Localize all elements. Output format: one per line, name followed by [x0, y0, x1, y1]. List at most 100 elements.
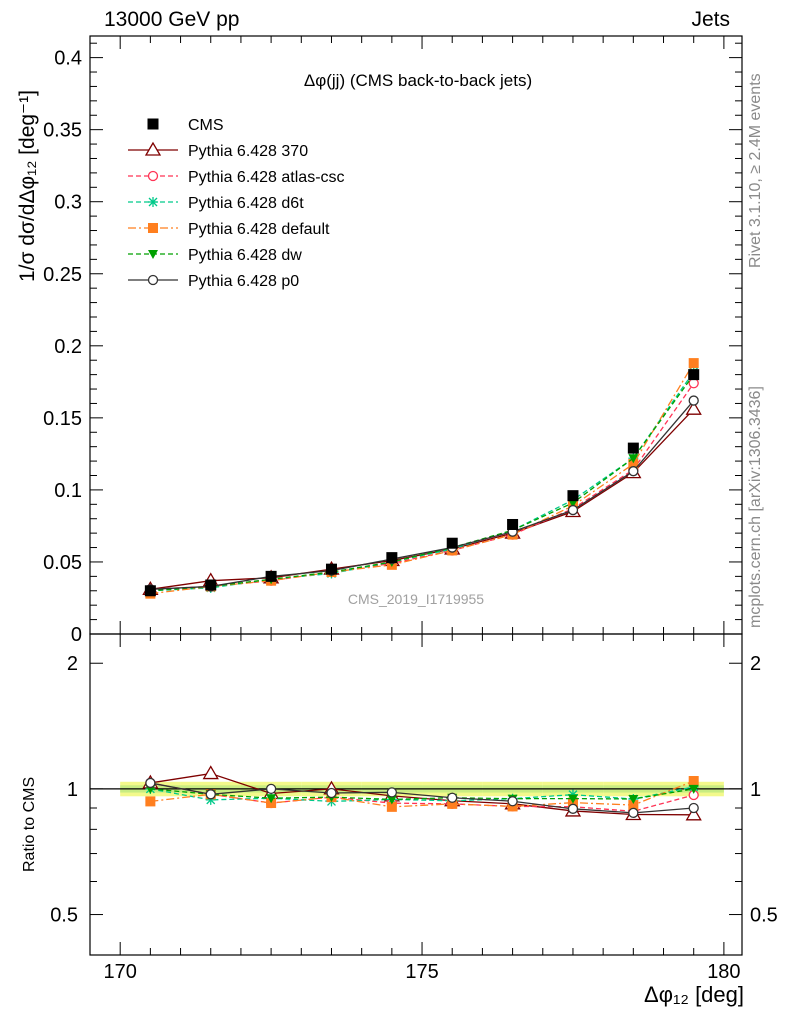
series-point	[688, 358, 699, 369]
legend-marker	[144, 141, 162, 156]
ratio-ylabel: Ratio to CMS	[21, 776, 38, 872]
ratio-point	[205, 789, 216, 800]
ratio-y-ticks	[90, 662, 742, 956]
ratio-point	[265, 783, 277, 795]
y-tick-label: 0.4	[54, 48, 82, 70]
category-label: Jets	[691, 8, 730, 31]
ratio-point	[628, 800, 639, 811]
series-point	[688, 395, 699, 406]
analysis-watermark: CMS_2019_I1719955	[348, 591, 484, 607]
ratio-point	[688, 776, 699, 787]
legend-marker	[148, 250, 158, 259]
legend-marker	[148, 223, 158, 233]
legend-label: CMS	[188, 117, 224, 134]
ratio-point	[326, 787, 337, 799]
legend-label: Pythia 6.428 default	[188, 221, 330, 238]
rivet-version-label: Rivet 3.1.10, ≥ 2.4M events	[747, 73, 764, 268]
ratio-point	[386, 795, 397, 805]
data-point	[386, 552, 398, 564]
data-point	[567, 490, 579, 502]
x-tick-label: 170	[103, 961, 136, 983]
series-6	[145, 395, 699, 595]
y-tick-label: 0.25	[43, 264, 82, 286]
ratio-point	[628, 807, 639, 819]
ratio-y-tick-label: 0.5	[50, 905, 78, 927]
ratio-line	[150, 782, 694, 814]
ratio-point	[688, 784, 699, 794]
legend-marker	[147, 274, 159, 286]
series-line	[150, 362, 695, 595]
legend: CMS Pythia 6.428 370 Pythia 6.428 atlas-cs…	[128, 117, 345, 290]
ratio-point	[447, 792, 458, 803]
energy-label: 13000 GeV pp	[104, 8, 240, 31]
ratio-point	[202, 765, 219, 780]
ratio-point	[685, 806, 702, 821]
ratio-point	[386, 801, 397, 812]
legend-label: Pythia 6.428 p0	[188, 273, 299, 290]
y-ticks	[90, 42, 742, 635]
data-point	[325, 563, 337, 575]
ratio-point	[688, 802, 699, 814]
ratio-point	[266, 794, 277, 804]
ratio-point	[145, 796, 156, 807]
ratio-line	[150, 788, 694, 801]
series-4	[145, 358, 699, 599]
data-point	[688, 369, 700, 381]
y-tick-label: 0.05	[43, 552, 82, 574]
legend-label: Pythia 6.428 dw	[188, 247, 302, 264]
legend-label: Pythia 6.428 d6t	[188, 195, 304, 212]
ratio-point	[567, 794, 578, 804]
series-point	[628, 466, 639, 477]
series-point	[628, 454, 639, 464]
star-stroke	[148, 197, 158, 207]
series-line	[150, 408, 695, 590]
x-tick-label: 180	[707, 961, 740, 983]
series-point	[628, 458, 639, 469]
ratio-point	[145, 777, 156, 789]
series-point	[685, 400, 702, 415]
y-tick-label: 0	[71, 624, 82, 646]
x-tick-label: 175	[405, 961, 438, 983]
data-point	[507, 518, 519, 530]
ratio-line	[150, 780, 694, 808]
ratio-y-tick-label-right: 1	[750, 779, 761, 801]
ratio-y-tick-label-right: 0.5	[750, 905, 778, 927]
legend-marker	[147, 170, 159, 182]
series-point	[567, 504, 579, 516]
y-tick-label: 0.2	[54, 336, 82, 358]
legend-marker	[148, 197, 158, 207]
series-2	[145, 378, 699, 595]
ratio-point	[386, 787, 398, 798]
ratio-point	[447, 798, 458, 809]
legend-marker	[147, 118, 159, 130]
data-point	[205, 579, 217, 591]
ratio-frame	[89, 633, 743, 956]
y-tick-label: 0.3	[54, 192, 82, 214]
y-tick-label: 0.1	[54, 480, 82, 502]
data-point	[144, 585, 156, 597]
data-point	[627, 442, 639, 454]
mcplots-label: mcplots.cern.ch [arXiv:1306.3436]	[747, 386, 764, 628]
ratio-point	[567, 803, 579, 814]
y-axis-label: 1/σ dσ/dΔφ₁₂ [deg⁻¹]	[16, 90, 39, 282]
series-1	[142, 400, 702, 595]
y-tick-label: 0.15	[43, 408, 82, 430]
legend-label: Pythia 6.428 370	[188, 143, 308, 160]
ratio-point	[507, 801, 518, 812]
ratio-y-tick-label: 2	[67, 653, 78, 675]
data-series	[144, 369, 700, 597]
ratio-y-tick-label-right: 2	[750, 653, 761, 675]
y-tick-label: 0.35	[43, 120, 82, 142]
ratio-y-tick-label: 1	[67, 779, 78, 801]
data-point	[265, 570, 277, 582]
series-line	[150, 400, 695, 590]
data-point	[446, 537, 458, 549]
ratio-series-6	[145, 777, 699, 819]
legend-label: Pythia 6.428 atlas-csc	[188, 169, 345, 186]
ratio-point	[628, 795, 639, 805]
series-line	[150, 374, 695, 592]
x-axis-label: Δφ₁₂ [deg]	[644, 982, 744, 1007]
chart-title: Δφ(jj) (CMS back-to-back jets)	[304, 71, 532, 90]
x-ticks	[119, 36, 725, 955]
